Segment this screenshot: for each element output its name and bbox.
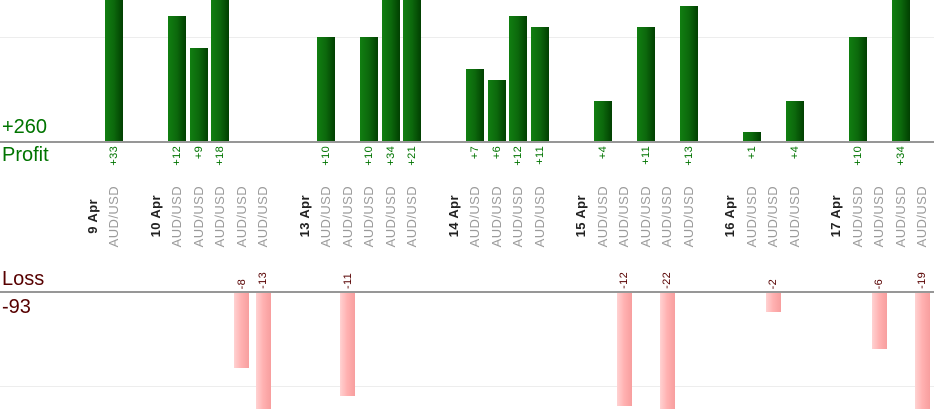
- profit-bar: [381, 0, 400, 143]
- symbol-label: AUD/USD: [212, 185, 228, 247]
- profit-total-label: +260: [2, 116, 48, 138]
- profit-bar: [530, 27, 549, 143]
- loss-bar: [871, 293, 887, 349]
- profit-bar-value-label: +9: [192, 146, 205, 160]
- symbol-label: AUD/USD: [339, 185, 355, 247]
- loss-bar-value-label: -13: [257, 272, 270, 289]
- symbol-label: AUD/USD: [190, 185, 206, 247]
- profit-bar-value-label: +11: [639, 146, 652, 165]
- loss-bar: [616, 293, 632, 406]
- symbol-label: AUD/USD: [659, 185, 675, 247]
- loss-bar: [914, 293, 930, 409]
- profit-bar-value-label: +7: [469, 146, 482, 160]
- profit-bar: [189, 48, 208, 143]
- profit-bar-value-label: +21: [406, 146, 419, 166]
- loss-bar: [765, 293, 781, 312]
- profit-bar-value-label: +4: [596, 146, 609, 160]
- profit-bar: [785, 101, 804, 143]
- profit-bar: [211, 0, 230, 143]
- date-label: 10 Apr: [147, 195, 163, 238]
- profit-bar-value-label: +33: [108, 146, 121, 166]
- symbol-label: AUD/USD: [765, 185, 781, 247]
- profit-bar: [105, 0, 124, 143]
- symbol-label: AUD/USD: [318, 185, 334, 247]
- symbol-label: AUD/USD: [849, 185, 865, 247]
- symbol-label: AUD/USD: [616, 185, 632, 247]
- loss-bar-value-label: -2: [767, 279, 780, 290]
- date-label: 9 Apr: [84, 198, 100, 234]
- profit-bar: [742, 132, 761, 143]
- profit-bar-value-label: +11: [533, 146, 546, 165]
- profit-bar: [403, 0, 422, 143]
- loss-bar-value-label: -12: [618, 272, 631, 289]
- profit-bar: [487, 80, 506, 143]
- symbol-label: AUD/USD: [531, 185, 547, 247]
- date-label: 15 Apr: [573, 195, 589, 238]
- loss-total-label: -93: [2, 296, 31, 318]
- loss-bar-value-label: -6: [873, 279, 886, 290]
- symbol-label: AUD/USD: [255, 185, 271, 247]
- symbol-label: AUD/USD: [467, 185, 483, 247]
- loss-bar: [340, 293, 356, 396]
- symbol-label: AUD/USD: [637, 185, 653, 247]
- profit-bar-value-label: +4: [788, 146, 801, 160]
- profit-bar-value-label: +6: [490, 146, 503, 160]
- symbol-label: AUD/USD: [361, 185, 377, 247]
- profit-bar-value-label: +10: [363, 146, 376, 166]
- profit-bar-value-label: +1: [745, 146, 758, 160]
- loss-bar-value-label: -22: [661, 272, 674, 289]
- profit-bar: [509, 16, 528, 143]
- profit-bar-value-label: +18: [214, 146, 227, 166]
- loss-axis-label: Loss: [2, 268, 45, 290]
- symbol-label: AUD/USD: [892, 185, 908, 247]
- loss-gridline: [0, 386, 934, 387]
- profit-bar: [848, 37, 867, 143]
- symbol-label: AUD/USD: [871, 185, 887, 247]
- profit-bar-value-label: +13: [682, 146, 695, 166]
- symbol-label: AUD/USD: [169, 185, 185, 247]
- symbol-label: AUD/USD: [106, 185, 122, 247]
- symbol-label: AUD/USD: [233, 185, 249, 247]
- profit-bar-value-label: +10: [851, 146, 864, 166]
- profit-bar: [593, 101, 612, 143]
- symbol-label: AUD/USD: [786, 185, 802, 247]
- symbol-label: AUD/USD: [510, 185, 526, 247]
- loss-axis-line: [0, 291, 934, 293]
- profit-axis-label: Profit: [2, 144, 49, 166]
- profit-bar-value-label: +34: [894, 146, 907, 166]
- profit-bar: [317, 37, 336, 143]
- date-label: 17 Apr: [828, 195, 844, 238]
- date-label: 14 Apr: [445, 195, 461, 238]
- symbol-label: AUD/USD: [743, 185, 759, 247]
- loss-bar: [255, 293, 271, 409]
- symbol-label: AUD/USD: [404, 185, 420, 247]
- symbol-label: AUD/USD: [594, 185, 610, 247]
- symbol-label: AUD/USD: [488, 185, 504, 247]
- loss-bar: [659, 293, 675, 409]
- profit-bar: [466, 69, 485, 143]
- profit-axis-line: [0, 141, 934, 143]
- loss-bar-value-label: -8: [235, 279, 248, 290]
- symbol-label: AUD/USD: [680, 185, 696, 247]
- profit-bar-value-label: +12: [512, 146, 525, 166]
- loss-bar: [234, 293, 250, 368]
- date-label: 13 Apr: [296, 195, 312, 238]
- profit-gridline: [0, 37, 934, 38]
- profit-bar-value-label: +34: [384, 146, 397, 166]
- symbol-label: AUD/USD: [914, 185, 930, 247]
- profit-bar: [636, 27, 655, 143]
- loss-bar-value-label: -11: [341, 273, 354, 289]
- symbol-label: AUD/USD: [382, 185, 398, 247]
- profit-bar: [168, 16, 187, 143]
- profit-bar: [891, 0, 910, 143]
- profit-bar-value-label: +10: [320, 146, 333, 166]
- profit-bar-value-label: +12: [171, 146, 184, 166]
- profit-bar: [360, 37, 379, 143]
- profit-bar: [679, 6, 698, 143]
- loss-bar-value-label: -19: [916, 272, 929, 289]
- date-label: 16 Apr: [722, 195, 738, 238]
